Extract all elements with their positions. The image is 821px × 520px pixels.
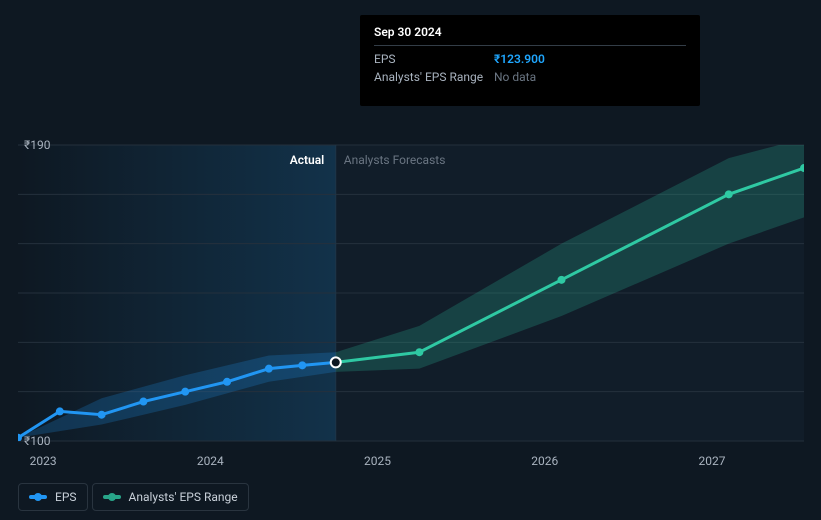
highlight-marker[interactable] [331, 357, 341, 367]
y-tick-label: ₹100 [24, 434, 50, 448]
x-tick-label: 2024 [197, 454, 224, 468]
y-tick-label: ₹190 [24, 138, 50, 152]
eps-actual-marker[interactable] [98, 411, 106, 419]
tooltip-row-label: Analysts' EPS Range [374, 70, 494, 84]
eps-forecast-marker[interactable] [558, 276, 566, 284]
eps-actual-marker[interactable] [14, 434, 22, 442]
eps-actual-marker[interactable] [139, 398, 147, 406]
x-tick-label: 2026 [531, 454, 558, 468]
legend-item-eps[interactable]: EPS [18, 483, 88, 511]
legend-label: EPS [55, 490, 77, 504]
legend-swatch-icon [29, 495, 47, 499]
tooltip-row-value: ₹123.900 [494, 52, 545, 66]
tooltip-row-value: No data [494, 70, 536, 84]
tooltip-date: Sep 30 2024 [374, 25, 686, 39]
eps-actual-marker[interactable] [223, 378, 231, 386]
tooltip-row: EPS₹123.900 [374, 52, 686, 66]
legend: EPS Analysts' EPS Range [18, 483, 249, 511]
chart-container: Sep 30 2024 EPS₹123.900Analysts' EPS Ran… [0, 0, 821, 520]
x-tick-label: 2023 [30, 454, 57, 468]
eps-actual-marker[interactable] [265, 365, 273, 373]
x-tick-label: 2025 [364, 454, 391, 468]
eps-forecast-marker[interactable] [800, 164, 808, 172]
eps-actual-marker[interactable] [56, 407, 64, 415]
eps-actual-marker[interactable] [298, 361, 306, 369]
eps-actual-marker[interactable] [181, 388, 189, 396]
region-label-forecast: Analysts Forecasts [344, 153, 446, 167]
region-label-actual: Actual [290, 153, 325, 167]
legend-swatch-icon [103, 495, 121, 499]
tooltip-divider [374, 45, 686, 46]
legend-label: Analysts' EPS Range [129, 490, 238, 504]
tooltip-row: Analysts' EPS RangeNo data [374, 70, 686, 84]
tooltip: Sep 30 2024 EPS₹123.900Analysts' EPS Ran… [360, 15, 700, 106]
x-tick-label: 2027 [699, 454, 726, 468]
eps-forecast-marker[interactable] [725, 190, 733, 198]
eps-forecast-marker[interactable] [415, 348, 423, 356]
tooltip-row-label: EPS [374, 52, 494, 66]
legend-item-range[interactable]: Analysts' EPS Range [92, 483, 249, 511]
